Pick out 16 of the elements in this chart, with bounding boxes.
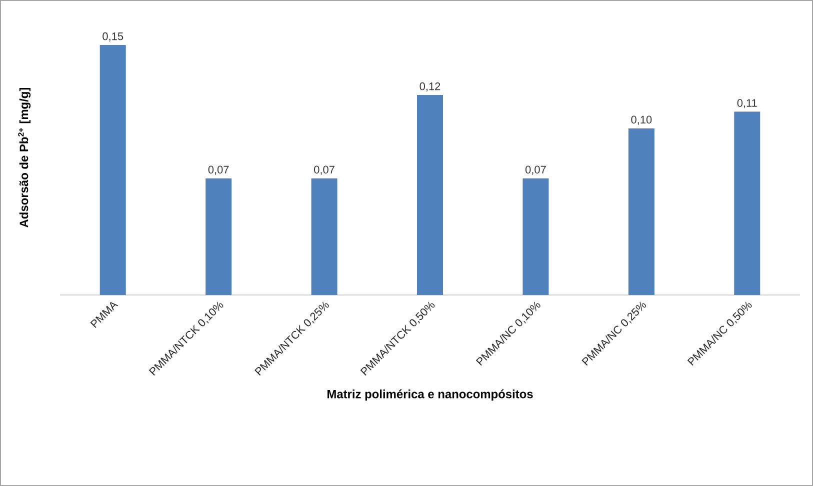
x-axis-title: Matriz polimérica e nanocompósitos [327, 389, 533, 401]
bar [522, 178, 549, 295]
data-label: 0,07 [314, 166, 334, 175]
data-label: 0,07 [208, 166, 229, 175]
text: Adsorsão de Pb$^{2+}$ [mg/g] [18, 88, 31, 228]
bar [417, 95, 443, 295]
data-label: 0,15 [102, 32, 124, 42]
data-label: 0,12 [420, 82, 440, 92]
bar [734, 112, 760, 295]
bar [100, 45, 126, 295]
data-label: 0,10 [631, 116, 652, 125]
bar [206, 178, 232, 295]
bar [311, 178, 338, 295]
bar [628, 128, 654, 295]
data-label: 0,11 [737, 99, 757, 108]
data-label: 0,07 [525, 166, 546, 175]
